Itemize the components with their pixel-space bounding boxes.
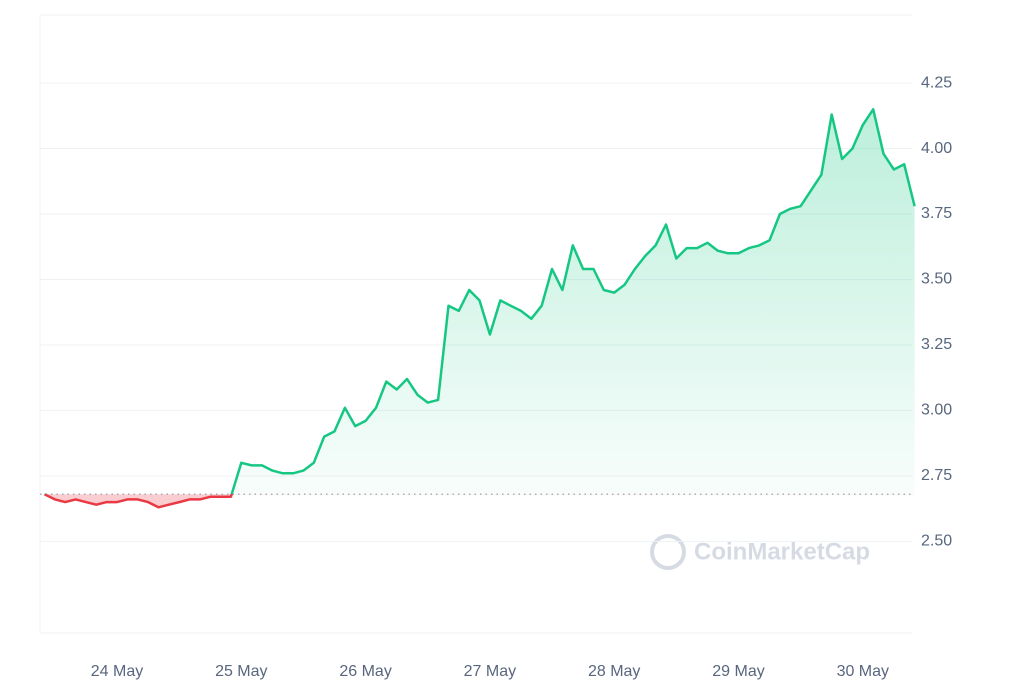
x-tick-label: 30 May [837,663,889,680]
x-tick-label: 29 May [712,663,764,680]
y-tick-label: 2.50 [921,533,952,550]
y-tick-label: 3.50 [921,271,952,288]
x-tick-label: 27 May [464,663,516,680]
x-tick-label: 28 May [588,663,640,680]
watermark-text: CoinMarketCap [694,538,870,565]
watermark-logo [650,534,686,570]
price-area [44,109,915,508]
y-tick-label: 2.75 [921,467,952,484]
y-tick-label: 4.00 [921,140,952,157]
price-line [43,108,916,509]
y-tick-label: 3.25 [921,336,952,353]
x-tick-label: 26 May [339,663,391,680]
x-tick-label: 25 May [215,663,267,680]
watermark: CoinMarketCap [650,534,870,570]
y-tick-label: 3.75 [921,205,952,222]
y-tick-label: 4.25 [921,74,952,91]
x-tick-label: 24 May [91,663,143,680]
y-tick-label: 3.00 [921,402,952,419]
